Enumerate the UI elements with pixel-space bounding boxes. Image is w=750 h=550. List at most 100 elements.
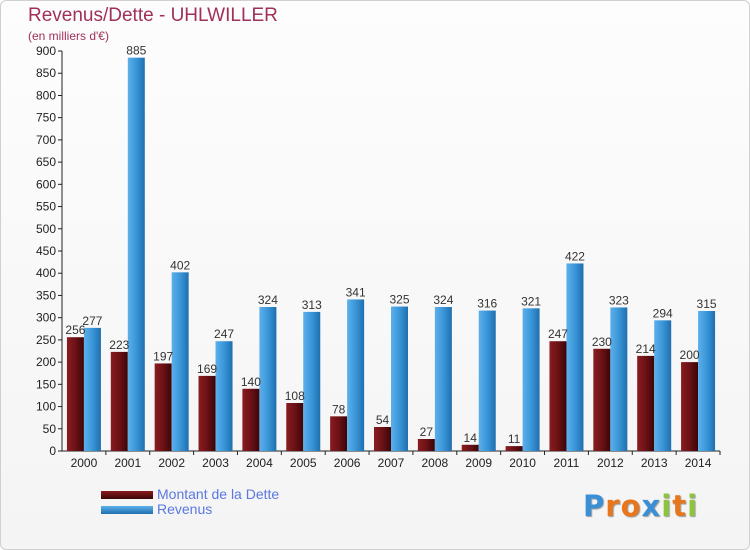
x-tick-label: 2009	[465, 456, 492, 470]
bar-revenus-2005	[303, 311, 321, 451]
y-tick-label: 0	[49, 444, 56, 458]
legend-label-dette: Montant de la Dette	[157, 486, 280, 502]
bar-dette-2001	[110, 351, 128, 451]
bar-revenus-2002	[171, 272, 189, 451]
y-tick-label: 850	[36, 66, 56, 80]
data-label-revenus-2002: 402	[170, 258, 190, 272]
bar-dette-2013	[637, 355, 655, 451]
y-tick-label: 700	[36, 133, 56, 147]
data-label-dette-2012: 230	[592, 335, 612, 349]
bar-dette-2010	[505, 446, 523, 451]
bar-dette-2011	[549, 341, 567, 451]
logo-letter: o	[620, 489, 642, 523]
bar-revenus-2000	[83, 327, 101, 451]
logo-letter: i	[661, 489, 673, 523]
bar-revenus-2008	[434, 307, 452, 451]
y-tick-label: 500	[36, 222, 56, 236]
data-label-dette-2001: 223	[109, 338, 129, 352]
bar-dette-2014	[681, 362, 699, 451]
bar-revenus-2013	[654, 320, 672, 451]
logo-letter: r	[605, 489, 621, 523]
y-tick-label: 300	[36, 311, 56, 325]
y-tick-label: 400	[36, 266, 56, 280]
data-label-dette-2002: 197	[153, 349, 173, 363]
bar-revenus-2006	[347, 299, 365, 451]
data-label-dette-2007: 54	[376, 413, 390, 427]
data-label-dette-2014: 200	[680, 348, 700, 362]
y-tick-label: 600	[36, 177, 56, 191]
data-label-dette-2000: 256	[65, 323, 85, 337]
data-label-revenus-2014: 315	[697, 297, 717, 311]
legend-label-revenus: Revenus	[157, 501, 213, 517]
x-tick-label: 2004	[246, 456, 273, 470]
data-label-revenus-2010: 321	[521, 294, 541, 308]
data-label-revenus-2000: 277	[82, 314, 102, 328]
bar-dette-2000	[66, 337, 84, 451]
bar-dette-2009	[461, 444, 479, 451]
y-tick-label: 900	[36, 44, 56, 58]
legend-swatch-dette	[101, 491, 153, 499]
x-tick-label: 2008	[422, 456, 449, 470]
data-label-dette-2010: 11	[508, 432, 521, 446]
y-tick-label: 550	[36, 200, 56, 214]
bar-revenus-2011	[566, 263, 584, 451]
x-tick-label: 2003	[202, 456, 229, 470]
x-tick-label: 2013	[641, 456, 668, 470]
data-label-revenus-2004: 324	[258, 293, 278, 307]
data-label-dette-2011: 247	[548, 327, 568, 341]
proxiti-logo: Proxiti	[583, 489, 698, 523]
chart-title: Revenus/Dette - UHLWILLER	[28, 5, 278, 26]
bar-dette-2006	[330, 416, 348, 451]
logo-letter: i	[687, 489, 699, 523]
y-tick-label: 200	[36, 355, 56, 369]
y-tick-label: 250	[36, 333, 56, 347]
data-label-dette-2005: 108	[285, 389, 305, 403]
bar-dette-2003	[198, 375, 216, 451]
data-label-revenus-2011: 422	[565, 249, 585, 263]
data-label-revenus-2013: 294	[653, 306, 673, 320]
data-label-dette-2008: 27	[420, 425, 434, 439]
bar-revenus-2001	[127, 57, 145, 452]
data-label-revenus-2003: 247	[214, 327, 234, 341]
bar-revenus-2007	[391, 306, 408, 451]
data-label-revenus-2009: 316	[477, 297, 497, 311]
y-tick-label: 450	[36, 244, 56, 258]
y-tick-label: 150	[36, 377, 56, 391]
data-label-revenus-2005: 313	[302, 298, 322, 312]
y-tick-label: 800	[36, 88, 56, 102]
bar-dette-2004	[242, 388, 260, 451]
y-tick-label: 50	[43, 422, 57, 436]
bar-dette-2007	[374, 427, 391, 451]
x-tick-label: 2006	[334, 456, 361, 470]
x-tick-label: 2000	[71, 456, 98, 470]
x-tick-label: 2005	[290, 456, 317, 470]
data-label-revenus-2001: 885	[126, 44, 146, 58]
y-tick-label: 100	[36, 400, 56, 414]
bar-revenus-2003	[215, 341, 233, 451]
chart-subtitle: (en milliers d'€)	[28, 29, 109, 43]
y-tick-label: 350	[36, 288, 56, 302]
bar-revenus-2009	[478, 310, 496, 451]
x-tick-label: 2002	[158, 456, 185, 470]
data-label-revenus-2006: 341	[346, 285, 366, 299]
bar-revenus-2014	[698, 311, 716, 451]
y-tick-label: 750	[36, 111, 56, 125]
logo-letter: x	[641, 489, 662, 523]
bar-dette-2008	[417, 439, 435, 451]
data-label-dette-2006: 78	[332, 402, 346, 416]
logo-letter: t	[672, 489, 688, 523]
bar-dette-2012	[593, 348, 611, 451]
x-tick-label: 2010	[509, 456, 536, 470]
bar-dette-2002	[154, 363, 172, 451]
data-label-dette-2013: 214	[636, 342, 656, 356]
data-label-revenus-2012: 323	[609, 293, 629, 307]
x-tick-label: 2001	[114, 456, 141, 470]
data-label-dette-2003: 169	[197, 362, 217, 376]
bar-revenus-2004	[259, 307, 277, 451]
bar-revenus-2010	[522, 308, 540, 451]
bar-revenus-2012	[610, 307, 628, 451]
y-tick-label: 650	[36, 155, 56, 169]
data-label-dette-2004: 140	[241, 375, 261, 389]
